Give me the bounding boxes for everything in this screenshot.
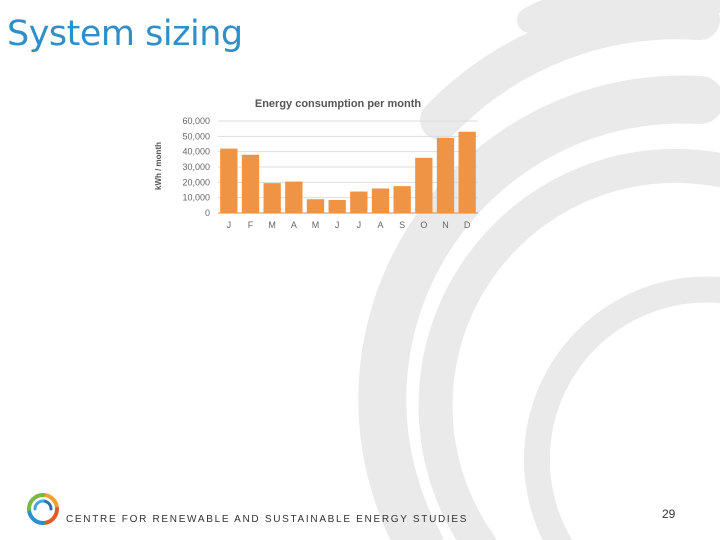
organization-name: CENTRE FOR RENEWABLE AND SUSTAINABLE ENE… (66, 514, 469, 525)
y-tick-label: 20,000 (182, 177, 210, 187)
watermark-arc (418, 148, 720, 540)
bar (306, 199, 325, 213)
y-tick-label: 10,000 (182, 193, 210, 203)
watermark-arc (358, 75, 720, 540)
slide-title: System sizing (7, 14, 243, 54)
x-tick-label: F (248, 220, 254, 230)
y-axis-label: kWh / month (154, 142, 163, 190)
bar (371, 188, 390, 213)
bars (220, 131, 476, 213)
page-number: 29 (662, 507, 676, 521)
bar (415, 157, 433, 213)
energy-chart: Energy consumption per month kWh / month… (154, 98, 478, 230)
x-tick-label: S (399, 220, 405, 230)
watermark-arc (524, 276, 720, 540)
y-tick-label: 60,000 (182, 116, 210, 126)
x-tick-label: D (464, 220, 471, 230)
x-tick-label: A (377, 220, 383, 230)
y-tick-label: 50,000 (182, 131, 210, 141)
bar (285, 181, 303, 213)
y-tick-label: 0 (205, 208, 210, 218)
y-tick-label: 30,000 (182, 162, 210, 172)
x-tick-label: J (357, 220, 362, 230)
bar (263, 183, 281, 213)
bar (328, 199, 346, 213)
bar (220, 148, 238, 213)
bar (436, 137, 455, 213)
x-tick-label: N (442, 220, 449, 230)
x-tick-label: O (420, 220, 427, 230)
chart-title: Energy consumption per month (255, 98, 422, 110)
watermark-arc (517, 0, 720, 33)
x-tick-label: A (291, 220, 297, 230)
bar (350, 191, 368, 213)
logo-icon (27, 493, 59, 525)
x-tick-label: M (312, 220, 320, 230)
x-tick-label: J (227, 220, 232, 230)
x-tick-label: M (268, 220, 276, 230)
bar (458, 131, 476, 213)
bar (393, 186, 411, 213)
y-tick-label: 40,000 (182, 147, 210, 157)
y-tick-labels: 0 10,000 20,000 30,000 40,000 50,000 60,000 (182, 116, 210, 218)
watermark-arc (420, 0, 720, 140)
grid-lines (218, 120, 478, 214)
x-tick-label: J (335, 220, 340, 230)
bar (241, 154, 260, 213)
